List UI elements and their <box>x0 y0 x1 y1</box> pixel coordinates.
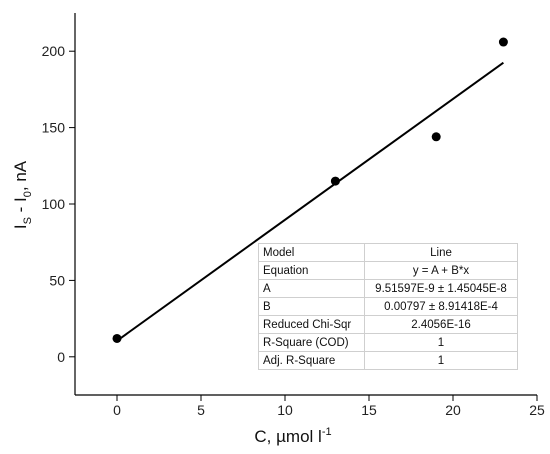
x-tick-label: 25 <box>529 402 545 418</box>
fit-table-key: B <box>258 297 365 316</box>
fit-table-key: Model <box>258 243 365 262</box>
y-tick-label: 0 <box>57 349 65 365</box>
data-point <box>112 333 122 343</box>
y-tick-label: 100 <box>42 196 66 212</box>
x-tick-label: 15 <box>361 402 377 418</box>
fit-table-row: Model Line <box>258 243 518 262</box>
x-axis-title: C, µmol l-1 <box>254 426 331 446</box>
fit-table-value: 0.00797 ± 8.91418E-4 <box>364 297 518 316</box>
x-tick-label: 20 <box>445 402 461 418</box>
y-tick-label: 150 <box>42 120 66 136</box>
x-tick-label: 5 <box>197 402 205 418</box>
y-axis-title: IS - I0, nA <box>11 160 34 229</box>
fit-table-value: 1 <box>364 351 518 370</box>
fit-table-key: Reduced Chi-Sqr <box>258 315 365 334</box>
data-point <box>330 176 340 186</box>
fit-table-row: B 0.00797 ± 8.91418E-4 <box>258 297 518 316</box>
fit-table-row: A 9.51597E-9 ± 1.45045E-8 <box>258 279 518 298</box>
fit-table-row: Equation y = A + B*x <box>258 261 518 280</box>
fit-table-value: Line <box>364 243 518 262</box>
fit-table-value: 2.4056E-16 <box>364 315 518 334</box>
fit-table-value: 1 <box>364 333 518 352</box>
data-point <box>498 37 508 47</box>
fit-table-key: A <box>258 279 365 298</box>
fit-table-row: Reduced Chi-Sqr 2.4056E-16 <box>258 315 518 334</box>
fit-table-row: R-Square (COD) 1 <box>258 333 518 352</box>
data-point <box>431 132 441 142</box>
x-tick-label: 10 <box>277 402 293 418</box>
fit-line <box>116 61 504 342</box>
fit-table-key: Adj. R-Square <box>258 351 365 370</box>
fit-table-value: 9.51597E-9 ± 1.45045E-8 <box>364 279 518 298</box>
fit-table-key: Equation <box>258 261 365 280</box>
y-tick-label: 200 <box>42 43 66 59</box>
y-tick-label: 50 <box>49 272 65 288</box>
x-tick-label: 0 <box>113 402 121 418</box>
fit-table-key: R-Square (COD) <box>258 333 365 352</box>
fit-table-row: Adj. R-Square 1 <box>258 351 518 370</box>
fit-table-value: y = A + B*x <box>364 261 518 280</box>
fit-results-table: Model Line Equation y = A + B*x A 9.51597E-9 … <box>258 243 518 370</box>
ticks: 0 5 10 15 20 25 0 50 100 150 200 <box>42 43 545 418</box>
marks <box>112 37 508 343</box>
